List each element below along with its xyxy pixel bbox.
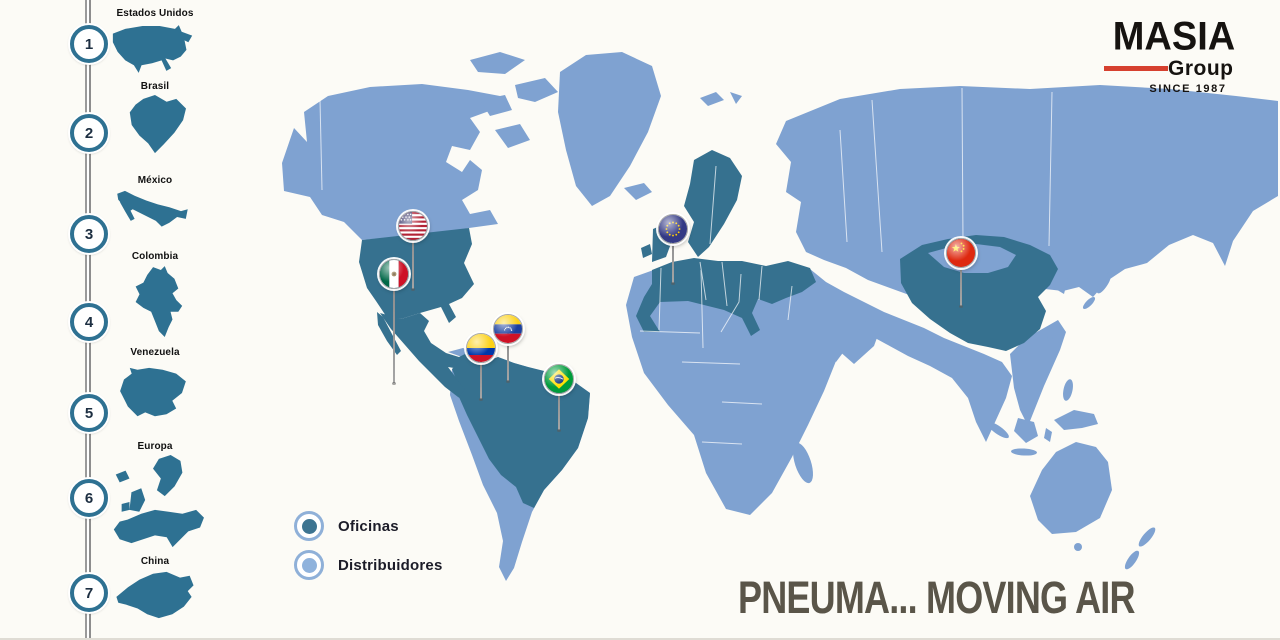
region-sumatra xyxy=(987,421,1009,439)
region-south-america-offices xyxy=(452,357,590,508)
region-java xyxy=(1011,448,1037,456)
step-badge-6: 6 xyxy=(70,479,108,517)
label-brasil: Brasil xyxy=(140,81,170,92)
pin-stick xyxy=(959,253,963,308)
step-number: 7 xyxy=(84,584,94,602)
pin-stick xyxy=(411,226,415,291)
pin-stick xyxy=(671,229,675,285)
region-sulawesi xyxy=(1044,428,1052,442)
region-sakhalin xyxy=(1084,209,1092,235)
usa-map-icon xyxy=(112,25,193,73)
region-svalbard xyxy=(700,92,742,106)
brazil-map-icon xyxy=(129,94,186,154)
step-number: 6 xyxy=(84,489,94,507)
venezuela-flag-icon xyxy=(493,314,523,344)
china-map-icon xyxy=(116,571,194,619)
region-new-zealand xyxy=(1138,527,1156,547)
colombia-map-icon xyxy=(135,266,183,337)
step-badge-4: 4 xyxy=(70,303,108,341)
step-badge-2: 2 xyxy=(70,114,108,152)
label-venezuela: Venezuela xyxy=(130,347,180,358)
pin-stick xyxy=(392,274,396,385)
region-canada xyxy=(282,84,500,240)
region-russia xyxy=(776,85,1278,297)
region-madagascar xyxy=(792,442,814,484)
step-number: 4 xyxy=(84,313,94,331)
label-colombia: Colombia xyxy=(131,251,179,262)
step-number: 1 xyxy=(84,35,94,53)
label-europa: Europa xyxy=(137,441,173,452)
region-tasmania xyxy=(1074,543,1082,551)
region-baja xyxy=(377,312,401,355)
step-badge-5: 5 xyxy=(70,394,108,432)
tagline: PNEUMA... MOVING AIR xyxy=(738,572,1135,623)
country-borders xyxy=(319,87,1053,445)
region-japan xyxy=(1089,245,1101,267)
mexico-map-icon xyxy=(117,190,188,227)
legend-item-distribuidores: Distribuidores xyxy=(294,550,442,580)
pin-stick xyxy=(479,348,483,401)
europa-map-icon xyxy=(113,454,204,548)
pin-stick xyxy=(506,329,510,383)
office-swatch-icon xyxy=(294,511,324,541)
step-badge-3: 3 xyxy=(70,215,108,253)
distributor-regions xyxy=(282,52,1278,581)
venezuela-map-icon xyxy=(120,367,186,417)
region-southeast-asia xyxy=(1010,320,1066,426)
distributor-swatch-icon xyxy=(294,550,324,580)
step-number: 2 xyxy=(84,124,94,142)
region-ireland xyxy=(641,244,652,258)
legend-item-oficinas: Oficinas xyxy=(294,511,399,541)
region-china xyxy=(900,235,1058,351)
region-australia xyxy=(1030,442,1112,534)
usa-flag-icon xyxy=(398,211,428,241)
colombia-flag-icon xyxy=(466,333,496,363)
label-mexico: México xyxy=(137,175,173,186)
region-borneo xyxy=(1014,418,1038,443)
region-greenland xyxy=(558,52,661,206)
region-iceland xyxy=(624,183,652,200)
logo-since-text: SINCE 1987 xyxy=(1149,83,1227,95)
region-taiwan xyxy=(1047,335,1053,341)
brazil-flag-icon xyxy=(544,364,574,394)
region-usa xyxy=(359,228,474,323)
bottom-divider xyxy=(0,638,1280,640)
step-number: 5 xyxy=(84,404,94,422)
region-korea xyxy=(1054,270,1068,294)
logo-brand-text: MASIA xyxy=(1112,14,1236,60)
legend-label-oficinas: Oficinas xyxy=(338,517,399,535)
logo-red-bar xyxy=(1104,66,1168,71)
region-arctic-islands xyxy=(470,52,558,148)
step-number: 3 xyxy=(84,225,94,243)
mexico-flag-icon xyxy=(379,259,409,289)
label-china: China xyxy=(140,556,170,567)
region-new-guinea xyxy=(1054,410,1098,430)
masia-group-logo: MASIA Group SINCE 1987 xyxy=(1098,14,1250,95)
label-estados-unidos: Estados Unidos xyxy=(116,8,194,19)
office-regions xyxy=(359,150,1058,508)
china-flag-icon xyxy=(946,238,976,268)
legend-label-distribuidores: Distribuidores xyxy=(338,556,443,574)
region-africa xyxy=(626,267,876,515)
region-mexico-central-america xyxy=(380,313,475,405)
step-badge-1: 1 xyxy=(70,25,108,63)
pin-stick xyxy=(557,379,561,432)
region-philippines xyxy=(1063,379,1073,401)
eu-flag-icon xyxy=(658,214,688,244)
step-badge-7: 7 xyxy=(70,574,108,612)
logo-group-text: Group xyxy=(1168,57,1234,80)
